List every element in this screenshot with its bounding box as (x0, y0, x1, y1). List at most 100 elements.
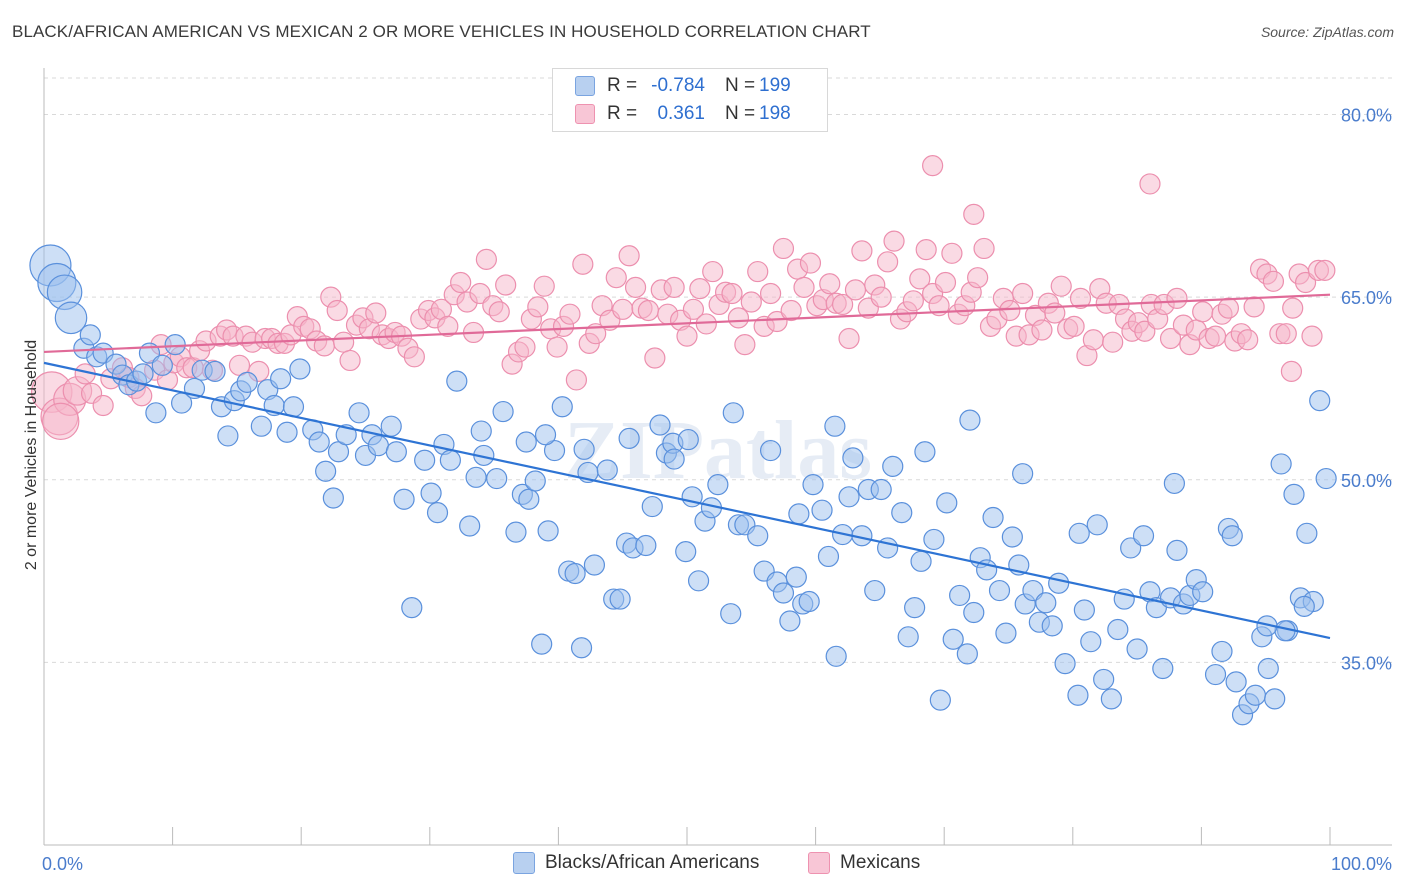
data-point (1126, 638, 1148, 660)
data-point (1012, 463, 1034, 485)
data-point (1152, 657, 1174, 680)
legend-item-mexicans[interactable]: Mexicans (808, 852, 920, 874)
data-point (759, 439, 782, 462)
data-point (1283, 483, 1305, 505)
data-point (956, 643, 978, 665)
data-point (1069, 287, 1092, 309)
data-point (450, 271, 472, 294)
data-point (941, 242, 963, 264)
data-point (1001, 526, 1023, 548)
series-legend: Blacks/African Americans Mexicans (0, 852, 1406, 878)
data-point (740, 291, 762, 313)
data-point (609, 588, 631, 610)
data-point (514, 336, 536, 358)
data-point (1050, 275, 1072, 297)
data-point (486, 467, 508, 490)
legend-row-blacks: R = -0.784 N = 199 (575, 73, 791, 99)
legend-swatch-pink (575, 104, 595, 124)
legend-swatch-pink (808, 852, 830, 874)
data-point (204, 360, 226, 383)
data-point (151, 354, 173, 376)
data-point (132, 363, 154, 385)
data-point (999, 299, 1021, 322)
data-point (488, 301, 510, 323)
data-point (644, 347, 666, 369)
x-tick-label-max: 100.0% (1331, 854, 1392, 874)
data-point (217, 425, 239, 447)
legend-item-blacks[interactable]: Blacks/African Americans (513, 852, 759, 874)
y-tick-label: 80.0% (1341, 106, 1392, 126)
data-point (570, 637, 593, 659)
data-point (308, 431, 330, 453)
data-point (250, 415, 272, 437)
data-point (475, 248, 497, 271)
data-point (963, 601, 985, 624)
data-point (663, 448, 685, 470)
data-point (824, 415, 846, 437)
data-point (785, 566, 807, 588)
data-point (1132, 525, 1155, 547)
data-point (915, 239, 937, 261)
data-point (1204, 325, 1227, 347)
data-point (1262, 270, 1285, 292)
data-point (333, 331, 355, 353)
data-point (1022, 579, 1044, 602)
r-label: R = (607, 103, 638, 124)
data-point (495, 274, 517, 296)
trend-line-mexicans (43, 293, 1331, 354)
data-point (842, 447, 864, 469)
data-point (902, 290, 924, 312)
data-point (446, 370, 468, 392)
y-axis-title: 2 or more Vehicles in Household (23, 340, 40, 570)
data-point (936, 492, 958, 514)
data-point (1067, 684, 1089, 706)
data-point (677, 428, 699, 451)
data-point (1217, 297, 1240, 319)
data-point (92, 394, 114, 417)
legend-row-mexicans: R = 0.361 N = 198 (575, 101, 791, 127)
data-point (439, 449, 461, 471)
data-point (437, 315, 459, 337)
data-point (1282, 297, 1304, 319)
data-point (1192, 581, 1214, 603)
data-point (772, 237, 795, 260)
data-point (635, 534, 657, 557)
data-point (825, 645, 847, 667)
data-point (747, 260, 769, 283)
source-label: Source: ZipAtlas.com (1260, 24, 1394, 40)
data-point (1086, 514, 1108, 536)
data-point (469, 282, 491, 305)
data-point (817, 545, 840, 568)
data-point (618, 245, 640, 267)
data-point (414, 449, 436, 471)
data-point (799, 252, 822, 274)
data-point (465, 466, 487, 488)
data-point (793, 276, 815, 299)
data-point (720, 603, 742, 625)
data-point (1068, 522, 1090, 544)
data-point (788, 503, 810, 525)
x-tick-label-min: 0.0% (42, 854, 83, 874)
data-point (877, 251, 899, 273)
data-point (559, 303, 581, 325)
data-point (605, 267, 627, 289)
data-point (1080, 631, 1102, 653)
data-point (1093, 668, 1115, 691)
data-point (1309, 390, 1331, 412)
data-point (367, 435, 389, 457)
data-point (1134, 320, 1156, 342)
data-point (612, 298, 634, 320)
data-point (596, 459, 618, 481)
data-point (1107, 618, 1129, 641)
n-label: N = (725, 103, 756, 124)
n-value: 199 (759, 75, 791, 96)
legend-swatch-blue (513, 852, 535, 874)
data-point (145, 402, 167, 424)
data-point (904, 596, 926, 619)
data-point (1280, 360, 1303, 383)
data-point (676, 325, 698, 347)
data-point (492, 400, 514, 423)
n-value: 198 (759, 103, 791, 124)
data-point (1270, 453, 1292, 475)
